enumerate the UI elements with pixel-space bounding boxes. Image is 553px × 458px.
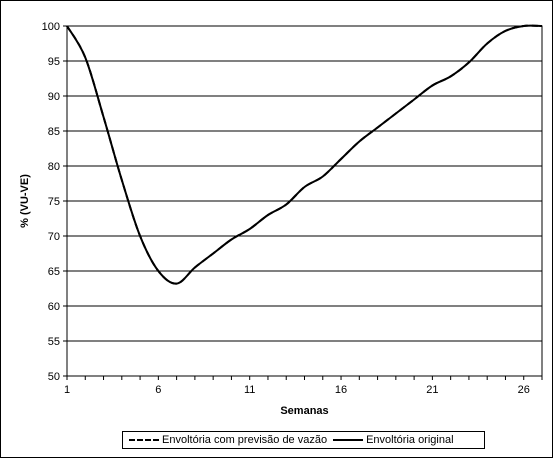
y-tick-label-50: 50 (48, 371, 60, 383)
y-axis-ticks: 50 55 60 65 70 75 80 85 90 95 100 (42, 21, 67, 383)
x-tick-label-11: 11 (244, 384, 255, 396)
y-tick-label-95: 95 (48, 56, 60, 68)
legend-item-forecast: Envoltória com previsão de vazão (129, 434, 327, 446)
series-lines (66, 24, 543, 285)
grid-lines (67, 25, 542, 377)
y-tick-label-75: 75 (48, 196, 60, 208)
legend-item-original: Envoltória original (333, 434, 454, 446)
y-tick-label-70: 70 (48, 231, 60, 243)
y-tick-label-100: 100 (42, 21, 60, 33)
y-tick-label-55: 55 (48, 336, 60, 348)
series-line-forecast (66, 24, 543, 285)
y-tick-label-65: 65 (48, 266, 60, 278)
legend-swatch-solid (333, 439, 364, 441)
y-axis-title: % (VU-VE) (19, 174, 31, 228)
x-axis-ticks: 1 6 11 16 21 26 (64, 376, 543, 396)
x-tick-label-1: 1 (64, 384, 70, 396)
x-tick-label-21: 21 (426, 384, 438, 396)
x-tick-label-6: 6 (155, 384, 161, 396)
series-line-original (66, 24, 543, 285)
legend-swatch-dashed (129, 439, 159, 441)
legend-label-forecast: Envoltória com previsão de vazão (162, 434, 328, 446)
x-tick-label-16: 16 (335, 384, 347, 396)
y-tick-label-85: 85 (48, 126, 60, 138)
x-axis-title: Semanas (280, 405, 328, 417)
y-tick-label-90: 90 (48, 91, 60, 103)
y-tick-label-60: 60 (48, 301, 60, 313)
y-tick-label-80: 80 (48, 161, 60, 173)
x-tick-label-26: 26 (518, 384, 530, 396)
legend: Envoltória com previsão de vazão Envoltó… (122, 431, 485, 449)
legend-label-original: Envoltória original (366, 434, 454, 446)
